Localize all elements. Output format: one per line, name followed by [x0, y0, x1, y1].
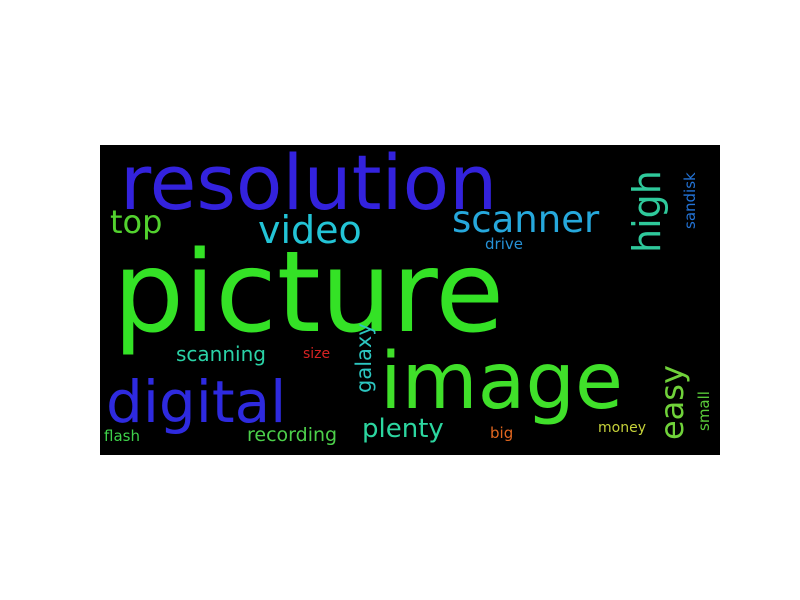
word-easy: easy	[653, 365, 691, 440]
word-galaxy: galaxy	[352, 323, 376, 393]
word-top: top	[110, 203, 163, 241]
word-video: video	[258, 208, 362, 252]
word-digital: digital	[106, 368, 287, 436]
word-big: big	[490, 424, 514, 442]
word-cloud: picture resolution image digital scanner…	[100, 145, 720, 455]
word-resolution: resolution	[120, 145, 498, 227]
word-image: image	[380, 337, 623, 427]
word-scanning: scanning	[176, 342, 266, 366]
word-small: small	[695, 391, 713, 431]
word-sandisk: sandisk	[681, 172, 699, 229]
word-scanner: scanner	[452, 198, 600, 241]
word-recording: recording	[247, 424, 338, 446]
word-flash: flash	[104, 427, 140, 445]
word-high: high	[625, 170, 669, 253]
word-picture: picture	[113, 228, 505, 358]
word-drive: drive	[485, 235, 523, 253]
word-money: money	[598, 420, 646, 436]
word-plenty: plenty	[362, 414, 444, 444]
word-size: size	[303, 346, 331, 362]
